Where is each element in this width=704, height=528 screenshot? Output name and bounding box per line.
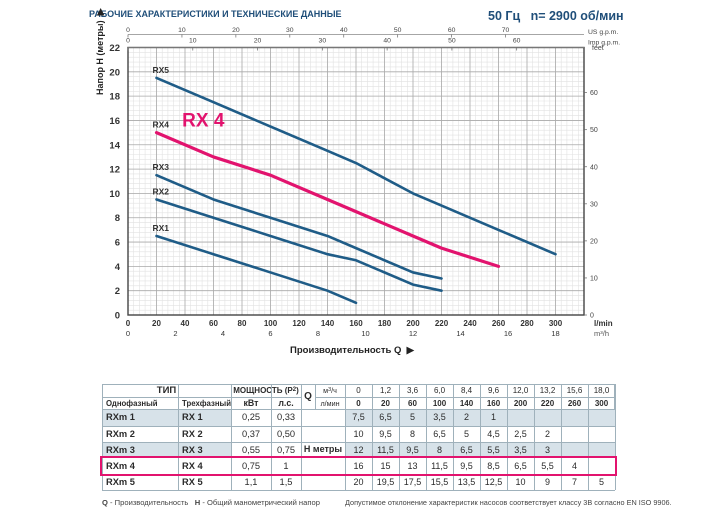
- svg-text:m³/h: m³/h: [594, 329, 609, 338]
- svg-text:RX3: RX3: [153, 162, 170, 172]
- svg-text:240: 240: [463, 319, 477, 328]
- svg-text:18: 18: [551, 329, 559, 338]
- svg-text:feet: feet: [592, 45, 604, 52]
- svg-text:0: 0: [126, 319, 131, 328]
- svg-text:16: 16: [109, 116, 120, 127]
- svg-text:120: 120: [292, 319, 306, 328]
- svg-text:0: 0: [115, 311, 120, 322]
- svg-text:RX4: RX4: [153, 120, 170, 130]
- svg-text:20: 20: [232, 27, 240, 34]
- svg-text:180: 180: [378, 319, 392, 328]
- svg-text:6: 6: [268, 329, 272, 338]
- svg-text:260: 260: [492, 319, 506, 328]
- svg-text:40: 40: [181, 319, 190, 328]
- svg-text:10: 10: [590, 275, 598, 282]
- svg-text:12: 12: [109, 165, 120, 176]
- svg-text:US g.p.m.: US g.p.m.: [588, 29, 618, 36]
- svg-text:30: 30: [319, 38, 327, 45]
- svg-text:60: 60: [513, 38, 521, 45]
- svg-text:30: 30: [286, 27, 294, 34]
- svg-text:RX5: RX5: [153, 65, 170, 75]
- svg-text:0: 0: [126, 27, 130, 34]
- svg-text:10: 10: [361, 329, 369, 338]
- svg-text:4: 4: [115, 262, 121, 273]
- svg-text:12: 12: [409, 329, 417, 338]
- svg-text:0: 0: [590, 313, 594, 320]
- svg-text:10: 10: [189, 38, 197, 45]
- svg-text:l/min: l/min: [594, 319, 613, 328]
- svg-text:8: 8: [115, 213, 120, 224]
- svg-text:RX1: RX1: [153, 223, 170, 233]
- svg-text:0: 0: [126, 38, 130, 45]
- svg-text:200: 200: [406, 319, 420, 328]
- svg-text:140: 140: [321, 319, 335, 328]
- svg-text:2: 2: [173, 329, 177, 338]
- svg-text:220: 220: [435, 319, 449, 328]
- svg-text:50: 50: [590, 127, 598, 134]
- svg-text:2: 2: [115, 286, 120, 297]
- svg-text:30: 30: [590, 201, 598, 208]
- svg-text:4: 4: [221, 329, 225, 338]
- svg-text:0: 0: [126, 329, 130, 338]
- svg-text:10: 10: [109, 189, 120, 200]
- svg-text:14: 14: [109, 140, 120, 151]
- svg-text:8: 8: [316, 329, 320, 338]
- svg-text:50: 50: [394, 27, 402, 34]
- svg-text:20: 20: [254, 38, 262, 45]
- svg-text:60: 60: [448, 27, 456, 34]
- svg-text:RX2: RX2: [153, 186, 170, 196]
- svg-text:300: 300: [549, 319, 563, 328]
- svg-text:50: 50: [448, 38, 456, 45]
- svg-text:280: 280: [520, 319, 534, 328]
- svg-text:10: 10: [178, 27, 186, 34]
- svg-text:20: 20: [152, 319, 161, 328]
- svg-text:14: 14: [456, 329, 464, 338]
- svg-text:60: 60: [590, 90, 598, 97]
- svg-text:100: 100: [264, 319, 278, 328]
- svg-text:16: 16: [504, 329, 512, 338]
- svg-text:160: 160: [349, 319, 363, 328]
- svg-text:70: 70: [502, 27, 510, 34]
- svg-text:20: 20: [590, 238, 598, 245]
- svg-text:18: 18: [109, 92, 120, 103]
- svg-text:20: 20: [109, 67, 120, 78]
- svg-text:40: 40: [340, 27, 348, 34]
- svg-text:22: 22: [109, 43, 120, 54]
- svg-text:6: 6: [115, 238, 120, 249]
- svg-text:RX 4: RX 4: [182, 111, 225, 132]
- svg-text:80: 80: [238, 319, 247, 328]
- svg-text:40: 40: [590, 164, 598, 171]
- svg-text:40: 40: [383, 38, 391, 45]
- svg-text:60: 60: [209, 319, 218, 328]
